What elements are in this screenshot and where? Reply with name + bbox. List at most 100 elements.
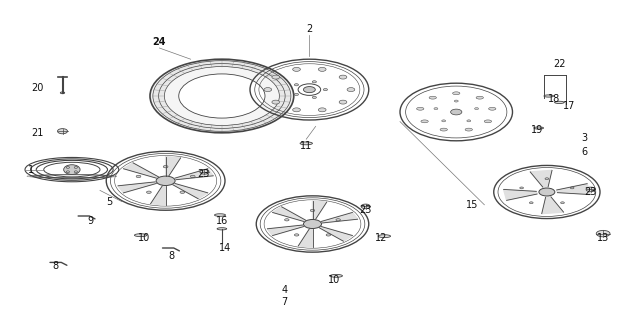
Ellipse shape — [465, 128, 472, 131]
Ellipse shape — [294, 84, 299, 86]
Text: 16: 16 — [216, 216, 228, 226]
Ellipse shape — [272, 100, 279, 104]
Ellipse shape — [570, 187, 574, 189]
Ellipse shape — [214, 214, 226, 216]
Ellipse shape — [361, 204, 370, 209]
Ellipse shape — [417, 107, 424, 110]
Polygon shape — [151, 186, 166, 205]
Ellipse shape — [539, 188, 555, 196]
Text: 9: 9 — [88, 216, 94, 226]
Text: 11: 11 — [300, 140, 312, 151]
Ellipse shape — [421, 120, 428, 123]
Ellipse shape — [300, 142, 312, 145]
Ellipse shape — [156, 176, 175, 186]
Polygon shape — [173, 183, 208, 199]
Ellipse shape — [440, 128, 448, 131]
Ellipse shape — [191, 175, 195, 178]
Ellipse shape — [164, 67, 279, 125]
Ellipse shape — [454, 100, 458, 102]
Ellipse shape — [312, 96, 316, 99]
Text: 15: 15 — [466, 200, 478, 210]
Polygon shape — [298, 229, 312, 247]
Text: 10: 10 — [328, 275, 341, 285]
Polygon shape — [542, 197, 564, 214]
Ellipse shape — [442, 120, 446, 122]
Ellipse shape — [476, 96, 483, 99]
Ellipse shape — [554, 101, 564, 104]
Ellipse shape — [378, 235, 391, 237]
Polygon shape — [124, 163, 159, 178]
Ellipse shape — [545, 178, 549, 180]
Polygon shape — [166, 157, 181, 176]
Ellipse shape — [217, 228, 227, 230]
Ellipse shape — [467, 120, 471, 122]
Ellipse shape — [339, 75, 347, 79]
Text: 8: 8 — [169, 251, 175, 261]
Ellipse shape — [180, 191, 185, 193]
Ellipse shape — [294, 93, 299, 95]
Ellipse shape — [323, 89, 328, 91]
Polygon shape — [175, 169, 213, 180]
Text: 6: 6 — [581, 147, 587, 157]
Ellipse shape — [150, 59, 294, 133]
Ellipse shape — [534, 127, 544, 129]
Ellipse shape — [58, 129, 68, 134]
Ellipse shape — [272, 75, 279, 79]
Ellipse shape — [544, 95, 554, 97]
Ellipse shape — [318, 108, 326, 112]
Ellipse shape — [529, 202, 533, 204]
Text: 3: 3 — [581, 132, 587, 143]
Ellipse shape — [330, 274, 342, 277]
Ellipse shape — [586, 187, 595, 192]
Text: 1: 1 — [28, 164, 34, 175]
Text: 2: 2 — [306, 24, 312, 34]
Ellipse shape — [60, 92, 65, 94]
Text: 4: 4 — [281, 284, 288, 295]
Text: 17: 17 — [562, 100, 575, 111]
Ellipse shape — [520, 187, 524, 189]
Ellipse shape — [304, 220, 321, 228]
Ellipse shape — [312, 81, 316, 83]
Text: 5: 5 — [106, 196, 112, 207]
Ellipse shape — [310, 209, 315, 212]
Ellipse shape — [484, 120, 492, 123]
Polygon shape — [312, 201, 327, 219]
Ellipse shape — [326, 234, 331, 236]
Ellipse shape — [146, 191, 151, 193]
Text: 12: 12 — [375, 233, 388, 244]
Ellipse shape — [284, 219, 289, 221]
Polygon shape — [118, 182, 156, 193]
Ellipse shape — [347, 88, 355, 92]
Ellipse shape — [153, 61, 291, 131]
Ellipse shape — [292, 68, 301, 71]
Ellipse shape — [489, 107, 496, 110]
Text: 19: 19 — [531, 124, 544, 135]
Text: 7: 7 — [281, 297, 288, 308]
Ellipse shape — [200, 170, 209, 174]
Text: 21: 21 — [31, 128, 44, 138]
Ellipse shape — [64, 165, 80, 174]
Polygon shape — [530, 170, 552, 187]
Text: 23: 23 — [359, 204, 372, 215]
Ellipse shape — [136, 175, 141, 178]
Polygon shape — [504, 189, 537, 200]
Ellipse shape — [292, 108, 301, 112]
Ellipse shape — [596, 230, 610, 237]
Ellipse shape — [452, 92, 460, 95]
Polygon shape — [268, 225, 304, 236]
Text: 22: 22 — [553, 59, 566, 69]
Ellipse shape — [434, 108, 438, 110]
Text: 23: 23 — [197, 169, 209, 180]
Ellipse shape — [318, 68, 326, 71]
Ellipse shape — [159, 64, 285, 128]
Ellipse shape — [179, 74, 265, 118]
Polygon shape — [557, 184, 590, 195]
Polygon shape — [272, 207, 306, 221]
Polygon shape — [321, 212, 357, 223]
Ellipse shape — [336, 219, 341, 221]
Ellipse shape — [451, 109, 462, 115]
Ellipse shape — [339, 100, 347, 104]
Ellipse shape — [134, 234, 147, 236]
Polygon shape — [319, 227, 352, 241]
Ellipse shape — [561, 202, 564, 204]
